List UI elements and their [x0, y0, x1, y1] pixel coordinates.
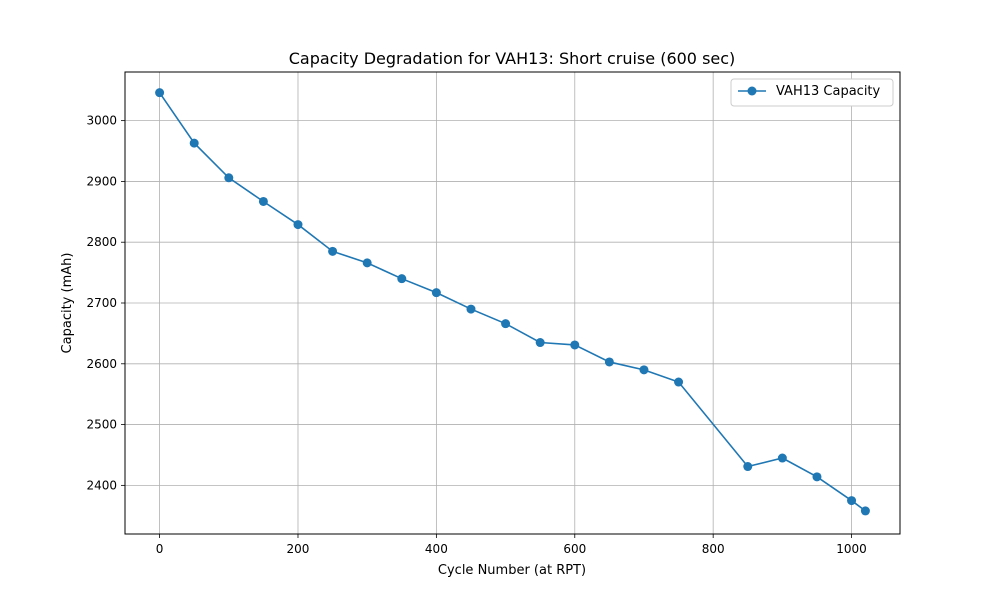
- data-point: [466, 304, 476, 314]
- data-point: [431, 288, 441, 298]
- data-point: [604, 357, 614, 367]
- legend-label: VAH13 Capacity: [776, 84, 881, 99]
- y-tick-label: 3000: [86, 114, 117, 128]
- y-tick-label: 2700: [86, 296, 117, 310]
- series-line: [158, 92, 866, 512]
- x-tick-label: 1000: [836, 542, 867, 556]
- data-point: [224, 173, 234, 183]
- data-point: [258, 196, 268, 206]
- data-point: [639, 365, 649, 375]
- grid: [125, 72, 900, 534]
- y-tick-label: 2900: [86, 174, 117, 188]
- data-point: [362, 258, 372, 268]
- y-tick-label: 2500: [86, 418, 117, 432]
- legend-box: [730, 78, 894, 107]
- chart-title: Capacity Degradation for VAH13: Short cr…: [289, 49, 736, 68]
- y-tick-label: 2600: [86, 357, 117, 371]
- x-tick-label: 400: [425, 542, 448, 556]
- series-group: [155, 88, 870, 516]
- data-point: [743, 462, 753, 472]
- legend: VAH13 Capacity: [730, 78, 894, 107]
- x-tick-label: 800: [702, 542, 725, 556]
- data-point: [535, 338, 545, 348]
- data-point: [812, 472, 822, 482]
- y-tick-label: 2800: [86, 235, 117, 249]
- data-point: [155, 88, 165, 98]
- data-point: [397, 274, 407, 284]
- x-axis: 0 200 400 600 800 1000: [156, 534, 867, 556]
- y-axis: 2400 2500 2600 2700 2800 2900 3000: [86, 114, 125, 492]
- plot-frame: [124, 71, 901, 535]
- x-axis-label: Cycle Number (at RPT): [438, 563, 586, 578]
- data-point: [860, 506, 870, 516]
- x-tick-label: 200: [287, 542, 310, 556]
- legend-marker: [747, 86, 757, 96]
- y-tick-label: 2400: [86, 478, 117, 492]
- data-point: [847, 496, 857, 506]
- x-tick-label: 0: [156, 542, 164, 556]
- x-tick-label: 600: [563, 542, 586, 556]
- data-point: [777, 453, 787, 463]
- y-axis-label: Capacity (mAh): [60, 253, 75, 354]
- data-point: [293, 220, 303, 230]
- data-point: [328, 246, 338, 256]
- data-point: [189, 138, 199, 148]
- data-point: [501, 319, 511, 329]
- data-point: [570, 340, 580, 350]
- data-point: [674, 377, 684, 387]
